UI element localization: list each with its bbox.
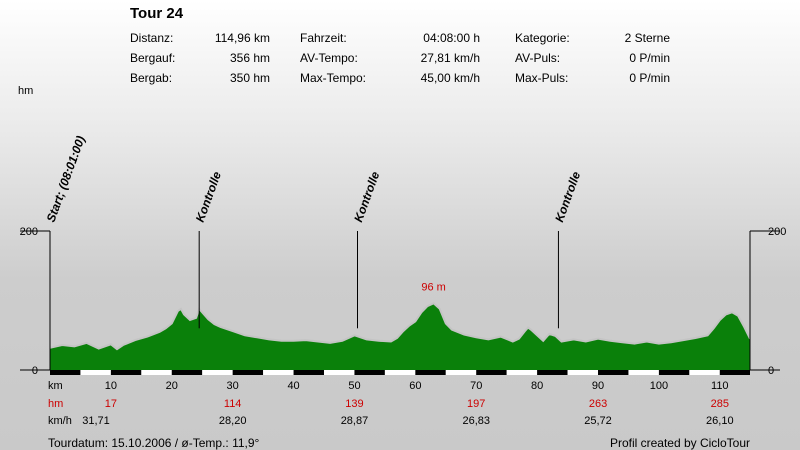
x-tick-label: 40 bbox=[287, 380, 299, 392]
x-tick-label: 10 bbox=[105, 380, 117, 392]
elevation-outline bbox=[49, 302, 751, 351]
x-tick-label: 80 bbox=[531, 380, 543, 392]
stat-value-av-puls: 0 P/min bbox=[629, 51, 670, 65]
stat-value-distanz: 114,96 km bbox=[214, 31, 270, 45]
stat-label-av-tempo: AV-Tempo: bbox=[300, 51, 358, 65]
scale-bar-segment bbox=[567, 370, 599, 375]
scale-bar-segment bbox=[354, 370, 385, 375]
scale-bar-segment bbox=[50, 370, 81, 375]
stat-value-max-tempo: 45,00 km/h bbox=[420, 71, 480, 85]
x-tick-label: 110 bbox=[711, 380, 729, 392]
speed-row-value: 28,87 bbox=[341, 415, 369, 427]
stat-value-bergab: 350 hm bbox=[229, 71, 270, 85]
stat-value-kategorie: 2 Sterne bbox=[624, 31, 670, 45]
x-tick-label: 20 bbox=[166, 380, 178, 392]
scale-bar-segment bbox=[202, 370, 233, 375]
stat-value-fahrzeit: 04:08:00 h bbox=[423, 31, 480, 45]
stat-label-max-tempo: Max-Tempo: bbox=[300, 71, 367, 85]
stat-value-max-puls: 0 P/min bbox=[629, 71, 670, 85]
elevation-area bbox=[50, 303, 750, 370]
y-tick-label-left: 0 bbox=[32, 365, 38, 377]
speed-row-value: 25,72 bbox=[584, 415, 612, 427]
hm-row-value: 197 bbox=[467, 398, 485, 410]
scale-bar-segment bbox=[293, 370, 325, 375]
scale-bar-segment bbox=[537, 370, 568, 375]
scale-bar-segment bbox=[110, 370, 142, 375]
stat-label-av-puls: AV-Puls: bbox=[515, 51, 561, 65]
x-tick-label: 60 bbox=[409, 380, 421, 392]
y-tick-label-right: 200 bbox=[768, 226, 786, 238]
marker-label: Kontrolle bbox=[193, 169, 224, 224]
scale-bar-segment bbox=[598, 370, 629, 375]
scale-bar-segment bbox=[689, 370, 720, 375]
speed-row-label: km/h bbox=[48, 415, 72, 427]
marker-label: Start; (08:01:00) bbox=[44, 134, 88, 224]
scale-bar-segment bbox=[445, 370, 477, 375]
x-tick-label: 90 bbox=[592, 380, 604, 392]
y-tick-label-left: 200 bbox=[20, 226, 38, 238]
hm-row-label: hm bbox=[48, 398, 63, 410]
stat-label-bergab: Bergab: bbox=[130, 71, 173, 85]
stat-label-fahrzeit: Fahrzeit: bbox=[300, 31, 347, 45]
scale-bar-segment bbox=[719, 370, 750, 375]
stat-label-bergauf: Bergauf: bbox=[130, 51, 176, 65]
speed-row-value: 28,20 bbox=[219, 415, 247, 427]
km-row-label: km bbox=[48, 380, 63, 392]
x-tick-label: 30 bbox=[227, 380, 239, 392]
speed-row-value: 26,10 bbox=[706, 415, 734, 427]
y-axis-unit-label: hm bbox=[18, 85, 33, 97]
y-tick-label-right: 0 bbox=[768, 365, 774, 377]
scale-bar-segment bbox=[141, 370, 172, 375]
peak-label: 96 m bbox=[421, 281, 445, 293]
x-tick-label: 100 bbox=[650, 380, 668, 392]
hm-row-value: 263 bbox=[589, 398, 607, 410]
scale-bar-segment bbox=[476, 370, 507, 375]
hm-row-value: 139 bbox=[345, 398, 363, 410]
scale-bar-segment bbox=[658, 370, 690, 375]
hm-row-value: 17 bbox=[105, 398, 117, 410]
hm-row-value: 114 bbox=[224, 398, 242, 410]
scale-bar-segment bbox=[80, 370, 111, 375]
speed-row-value: 26,83 bbox=[462, 415, 490, 427]
scale-bar-segment bbox=[506, 370, 538, 375]
hm-row-value: 285 bbox=[711, 398, 729, 410]
tour-title: Tour 24 bbox=[130, 5, 184, 22]
x-tick-label: 70 bbox=[470, 380, 482, 392]
stat-value-av-tempo: 27,81 km/h bbox=[420, 51, 480, 65]
marker-label: Kontrolle bbox=[552, 169, 583, 224]
stat-label-kategorie: Kategorie: bbox=[515, 31, 570, 45]
scale-bar-segment bbox=[628, 370, 659, 375]
scale-bar-segment bbox=[171, 370, 203, 375]
stat-label-max-puls: Max-Puls: bbox=[515, 71, 569, 85]
marker-label: Kontrolle bbox=[351, 169, 382, 224]
footer-tour-info: Tourdatum: 15.10.2006 / ø-Temp.: 11,9° bbox=[48, 436, 260, 450]
scale-bar-segment bbox=[263, 370, 294, 375]
stat-label-distanz: Distanz: bbox=[130, 31, 174, 45]
x-tick-label: 50 bbox=[348, 380, 360, 392]
scale-bar-segment bbox=[324, 370, 355, 375]
scale-bar-segment bbox=[415, 370, 446, 375]
scale-bar-segment bbox=[232, 370, 264, 375]
speed-row-value: 31,71 bbox=[82, 415, 110, 427]
footer-credit: Profil created by CicloTour bbox=[609, 436, 750, 450]
scale-bar-segment bbox=[384, 370, 416, 375]
stat-value-bergauf: 356 hm bbox=[229, 51, 270, 65]
